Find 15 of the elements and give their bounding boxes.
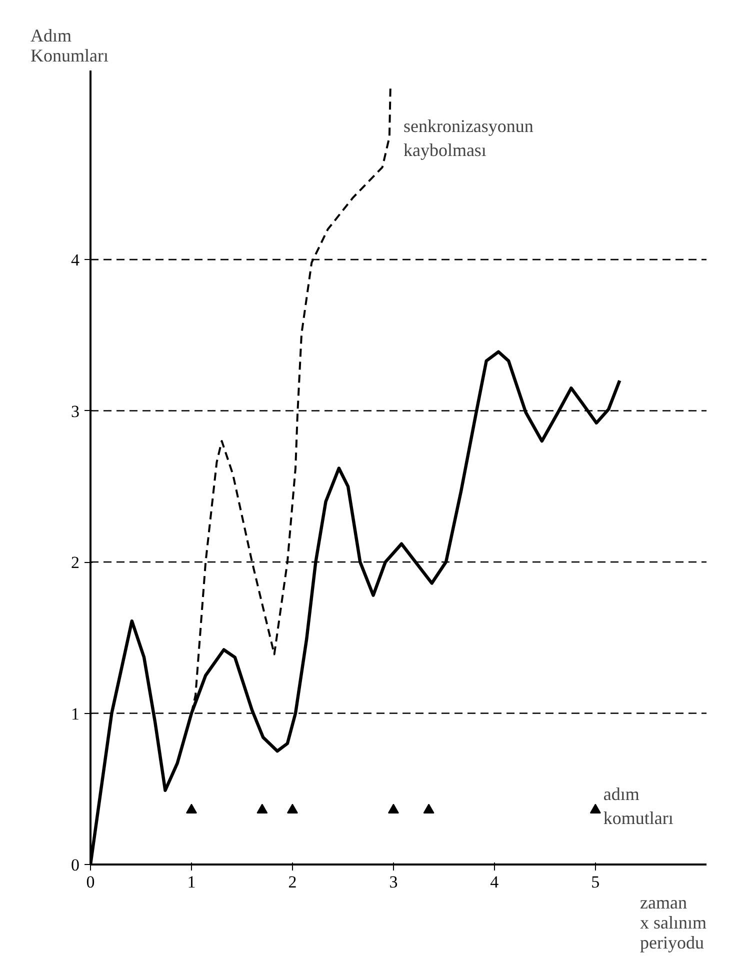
y-tick-label: 0 [71,856,80,874]
x-axis-title: zaman x salınım periyodu [640,892,706,952]
x-tick-label: 3 [389,872,398,892]
annotation: senkronizasyonun kaybolması [403,116,534,160]
y-tick-label: 2 [71,553,80,572]
y-tick-label: 3 [71,402,80,421]
series-label: adım komutları [603,784,674,828]
y-axis-title: Adım Konumları [30,26,108,66]
x-tick-label: 0 [86,872,95,892]
x-tick-label: 1 [187,872,196,892]
x-tick-label: 5 [591,872,600,892]
x-tick-label: 4 [490,872,500,892]
y-tick-label: 4 [71,250,80,270]
y-tick-label: 1 [71,704,80,724]
x-tick-label: 2 [288,872,297,892]
